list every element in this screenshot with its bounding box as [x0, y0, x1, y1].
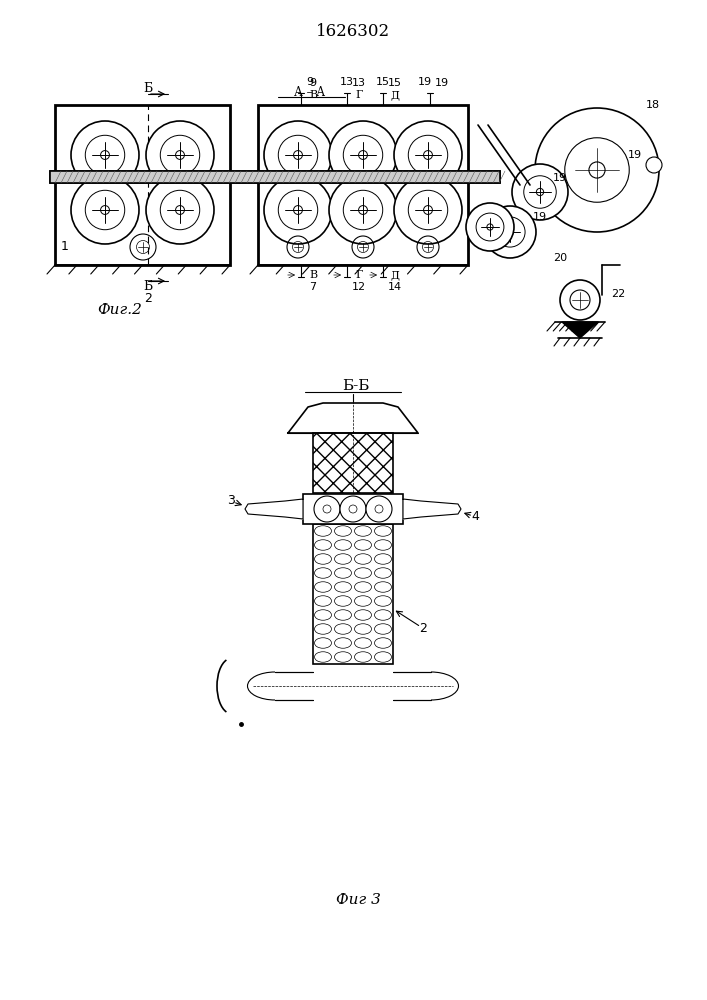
Text: 19: 19	[553, 173, 567, 183]
Bar	[313, 433, 393, 493]
Circle shape	[293, 151, 303, 159]
Text: 9: 9	[306, 77, 314, 87]
Text: 19: 19	[435, 78, 449, 88]
Text: 3: 3	[227, 494, 235, 508]
Circle shape	[175, 206, 185, 214]
Text: Б: Б	[144, 280, 153, 294]
Text: 4: 4	[471, 510, 479, 524]
Polygon shape	[393, 672, 431, 700]
Polygon shape	[245, 499, 303, 519]
Polygon shape	[288, 403, 418, 433]
Circle shape	[589, 162, 605, 178]
Text: 22: 22	[611, 289, 625, 299]
Circle shape	[375, 505, 383, 513]
Circle shape	[264, 121, 332, 189]
Text: Фиг.2: Фиг.2	[98, 303, 142, 317]
Text: В: В	[309, 90, 317, 100]
Circle shape	[100, 151, 110, 159]
Text: 1626302: 1626302	[316, 23, 390, 40]
Text: А – А: А – А	[294, 86, 325, 99]
Text: Г: Г	[356, 90, 363, 100]
Text: Фиг 3: Фиг 3	[336, 893, 380, 907]
Circle shape	[537, 188, 544, 196]
Text: Д: Д	[390, 270, 399, 280]
Circle shape	[146, 121, 214, 189]
Text: 18: 18	[646, 100, 660, 110]
Circle shape	[100, 206, 110, 214]
Text: 13: 13	[340, 77, 354, 87]
Text: 15: 15	[388, 78, 402, 88]
Text: 13: 13	[352, 78, 366, 88]
Text: 14: 14	[388, 282, 402, 292]
Bar	[258, 105, 468, 265]
Polygon shape	[403, 499, 461, 519]
Text: 2: 2	[419, 622, 427, 636]
Text: 1: 1	[61, 240, 69, 253]
Circle shape	[646, 157, 662, 173]
Circle shape	[358, 206, 368, 214]
Circle shape	[71, 176, 139, 244]
Circle shape	[71, 121, 139, 189]
Circle shape	[329, 176, 397, 244]
Circle shape	[358, 151, 368, 159]
Circle shape	[560, 280, 600, 320]
Bar	[50, 171, 500, 183]
Text: 19: 19	[533, 212, 547, 222]
Circle shape	[535, 108, 659, 232]
Text: Д: Д	[390, 90, 399, 100]
Text: 19: 19	[418, 77, 432, 87]
Text: 19: 19	[628, 150, 642, 160]
Circle shape	[329, 121, 397, 189]
Bar	[50, 171, 500, 183]
Polygon shape	[275, 672, 313, 700]
Circle shape	[507, 229, 513, 235]
Circle shape	[512, 164, 568, 220]
Text: 12: 12	[352, 282, 366, 292]
Text: Б: Б	[144, 82, 153, 95]
Circle shape	[366, 496, 392, 522]
Bar	[313, 524, 393, 664]
Circle shape	[293, 206, 303, 214]
Text: Г: Г	[356, 270, 363, 280]
Circle shape	[466, 203, 514, 251]
Circle shape	[487, 224, 493, 230]
Bar	[303, 494, 403, 524]
Text: 15: 15	[376, 77, 390, 87]
Circle shape	[394, 176, 462, 244]
Bar	[55, 105, 230, 265]
Circle shape	[146, 176, 214, 244]
Circle shape	[340, 496, 366, 522]
Text: 2: 2	[144, 292, 152, 306]
Circle shape	[264, 176, 332, 244]
Text: 9: 9	[310, 78, 317, 88]
Text: В: В	[309, 270, 317, 280]
Circle shape	[175, 151, 185, 159]
Text: 20: 20	[553, 253, 567, 263]
Polygon shape	[562, 322, 598, 338]
Circle shape	[349, 505, 357, 513]
Circle shape	[423, 151, 433, 159]
Circle shape	[323, 505, 331, 513]
Text: Б-Б: Б-Б	[342, 379, 370, 393]
Circle shape	[565, 138, 629, 202]
Circle shape	[314, 496, 340, 522]
Circle shape	[394, 121, 462, 189]
Circle shape	[423, 206, 433, 214]
Text: 7: 7	[310, 282, 317, 292]
Circle shape	[484, 206, 536, 258]
